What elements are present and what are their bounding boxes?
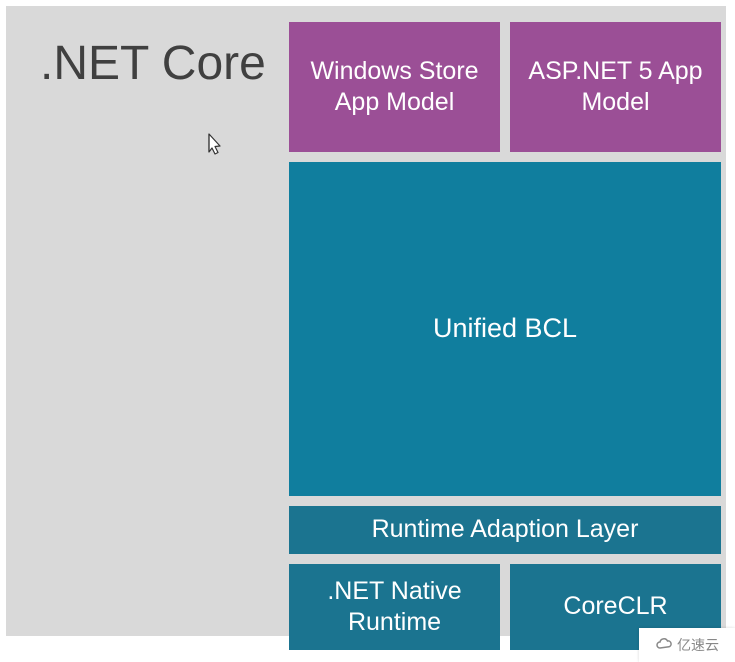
pointer-cursor-icon <box>202 132 224 158</box>
block-aspnet: ASP.NET 5 AppModel <box>510 22 721 152</box>
block-label: Unified BCL <box>433 312 577 346</box>
diagram-title: .NET Core <box>40 36 266 91</box>
diagram-canvas: .NET Core Windows StoreApp Model ASP.NET… <box>6 6 726 636</box>
block-label: Windows StoreApp Model <box>310 56 478 119</box>
block-label: ASP.NET 5 AppModel <box>528 56 702 119</box>
cloud-icon <box>655 636 673 654</box>
block-runtime-adaption: Runtime Adaption Layer <box>289 506 721 554</box>
block-label: CoreCLR <box>563 591 667 622</box>
block-label: .NET NativeRuntime <box>327 576 461 639</box>
block-unified-bcl: Unified BCL <box>289 162 721 496</box>
block-native-runtime: .NET NativeRuntime <box>289 564 500 650</box>
block-label: Runtime Adaption Layer <box>372 514 639 545</box>
block-windows-store: Windows StoreApp Model <box>289 22 500 152</box>
watermark-badge: 亿速云 <box>639 628 735 662</box>
watermark-text: 亿速云 <box>677 635 719 655</box>
